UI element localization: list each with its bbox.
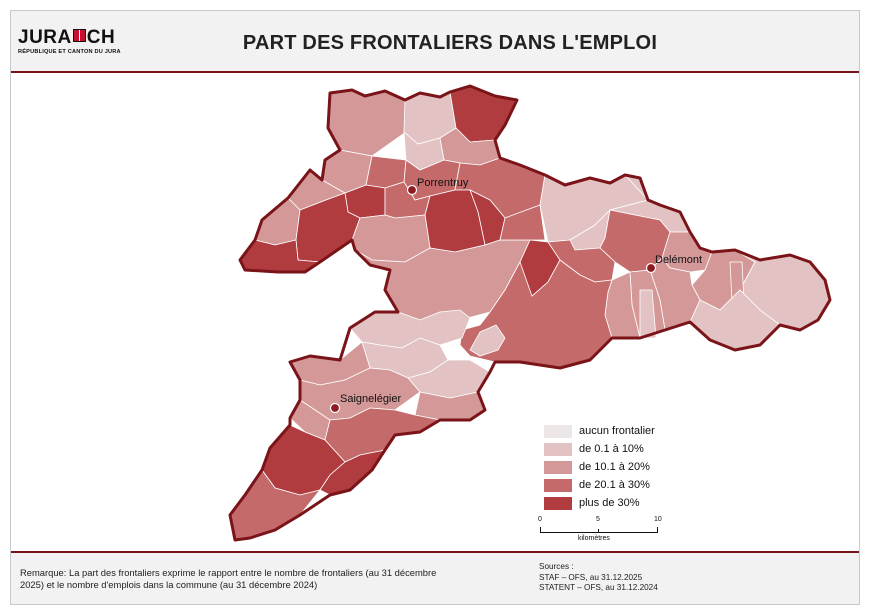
commune xyxy=(327,89,407,157)
logo-text-right: CH xyxy=(86,27,116,48)
scale-bar: 0 5 10 kilomètres xyxy=(538,516,662,546)
city-label: Porrentruy xyxy=(417,177,469,189)
legend-swatch xyxy=(544,460,572,474)
map-legend: aucun frontalier de 0.1 à 10% de 10.1 à … xyxy=(544,422,655,512)
legend-label: aucun frontalier xyxy=(579,425,655,437)
commune xyxy=(469,324,506,357)
jura-flag-icon xyxy=(72,29,86,42)
city-porrentruy: Porrentruy xyxy=(406,177,469,196)
jura-logo: JURA CH RÉPUBLIQUE ET CANTON DU JURA xyxy=(18,28,121,55)
city-delemont: Delémont xyxy=(645,254,702,274)
legend-item: plus de 30% xyxy=(544,494,655,512)
scale-line xyxy=(540,527,658,533)
footer-bar xyxy=(11,553,859,604)
city-label: Delémont xyxy=(655,254,702,266)
city-marker-icon xyxy=(645,262,657,274)
legend-swatch xyxy=(544,496,572,510)
legend-item: de 0.1 à 10% xyxy=(544,440,655,458)
scale-tick-10: 10 xyxy=(654,516,662,523)
page-title: PART DES FRONTALIERS DANS L'EMPLOI xyxy=(242,32,658,54)
scale-unit: kilomètres xyxy=(578,535,610,542)
city-marker-icon xyxy=(406,184,418,196)
legend-swatch xyxy=(544,442,572,456)
canton-border xyxy=(228,84,832,542)
remark-text: Remarque: La part des frontaliers exprim… xyxy=(20,567,437,590)
legend-label: de 20.1 à 30% xyxy=(579,479,650,491)
legend-item: de 20.1 à 30% xyxy=(544,476,655,494)
header-bar xyxy=(11,11,859,71)
logo-subtitle: RÉPUBLIQUE ET CANTON DU JURA xyxy=(18,49,121,55)
footer-rule xyxy=(11,551,859,553)
logo-text-left: JURA xyxy=(18,27,72,48)
sources-block: Sources : STAF – OFS, au 31.12.2025 STAT… xyxy=(539,562,658,594)
legend-label: plus de 30% xyxy=(579,497,640,509)
legend-item: aucun frontalier xyxy=(544,422,655,440)
logo-wordmark: JURA CH xyxy=(18,28,121,47)
commune xyxy=(499,204,546,241)
commune xyxy=(661,231,713,273)
legend-label: de 0.1 à 10% xyxy=(579,443,644,455)
legend-swatch xyxy=(544,478,572,492)
header-rule xyxy=(11,71,859,73)
source-statent: STATENT – OFS, au 31.12.2024 xyxy=(539,583,658,592)
scale-tick-0: 0 xyxy=(538,516,542,523)
legend-label: de 10.1 à 20% xyxy=(579,461,650,473)
source-staf: STAF – OFS, au 31.12.2025 xyxy=(539,572,643,582)
scale-tick-5: 5 xyxy=(596,516,600,523)
legend-swatch xyxy=(544,424,572,438)
page-frame xyxy=(10,10,860,605)
region-ajoie xyxy=(239,85,546,321)
city-label: Saignelégier xyxy=(340,393,401,405)
commune xyxy=(639,289,657,339)
sources-title: Sources : xyxy=(539,562,574,571)
legend-item: de 10.1 à 20% xyxy=(544,458,655,476)
city-marker-icon xyxy=(329,402,341,414)
city-saignelegier: Saignelégier xyxy=(329,393,401,414)
region-delemont xyxy=(459,174,831,369)
scale-mid-tick xyxy=(598,529,599,533)
